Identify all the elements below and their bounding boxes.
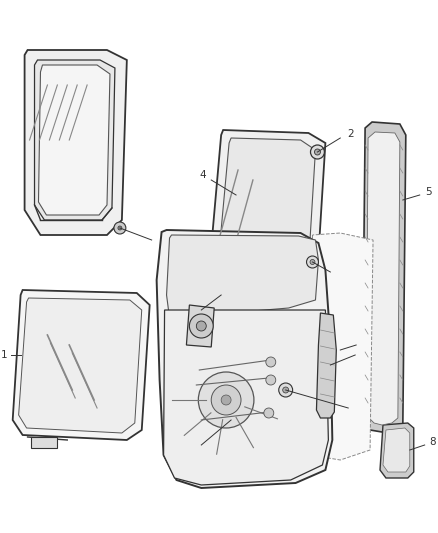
- Text: 8: 8: [430, 437, 436, 447]
- Polygon shape: [39, 65, 110, 215]
- Circle shape: [196, 321, 206, 331]
- Polygon shape: [25, 50, 127, 235]
- Polygon shape: [157, 230, 332, 488]
- Polygon shape: [13, 290, 150, 440]
- Text: 11: 11: [229, 286, 242, 296]
- Polygon shape: [209, 130, 325, 278]
- Circle shape: [266, 375, 276, 385]
- Text: 6: 6: [355, 406, 362, 416]
- Polygon shape: [163, 310, 328, 485]
- Text: 5: 5: [426, 187, 432, 197]
- Polygon shape: [187, 305, 214, 347]
- Circle shape: [266, 357, 276, 367]
- Polygon shape: [218, 138, 315, 270]
- Circle shape: [221, 395, 231, 405]
- Text: 1: 1: [1, 350, 8, 360]
- Circle shape: [283, 387, 289, 393]
- Polygon shape: [311, 233, 373, 460]
- Circle shape: [189, 314, 213, 338]
- Polygon shape: [166, 235, 318, 318]
- Circle shape: [311, 145, 325, 159]
- Circle shape: [198, 372, 254, 428]
- Polygon shape: [383, 428, 410, 472]
- Polygon shape: [35, 60, 115, 220]
- Circle shape: [114, 222, 126, 234]
- Text: 3: 3: [159, 238, 165, 248]
- Circle shape: [279, 383, 293, 397]
- Circle shape: [211, 385, 241, 415]
- Circle shape: [310, 260, 315, 264]
- Polygon shape: [19, 298, 142, 433]
- Circle shape: [307, 256, 318, 268]
- Circle shape: [264, 408, 274, 418]
- Text: 2: 2: [347, 129, 354, 139]
- Circle shape: [118, 226, 122, 230]
- Text: 10: 10: [368, 337, 381, 347]
- Text: 3: 3: [337, 271, 344, 281]
- Polygon shape: [317, 313, 336, 418]
- Polygon shape: [366, 132, 400, 425]
- Circle shape: [314, 149, 321, 155]
- Polygon shape: [31, 437, 57, 448]
- Text: 7: 7: [362, 347, 369, 357]
- Polygon shape: [380, 423, 414, 478]
- Text: 4: 4: [200, 170, 206, 180]
- Polygon shape: [362, 122, 406, 432]
- Text: 9: 9: [190, 445, 196, 455]
